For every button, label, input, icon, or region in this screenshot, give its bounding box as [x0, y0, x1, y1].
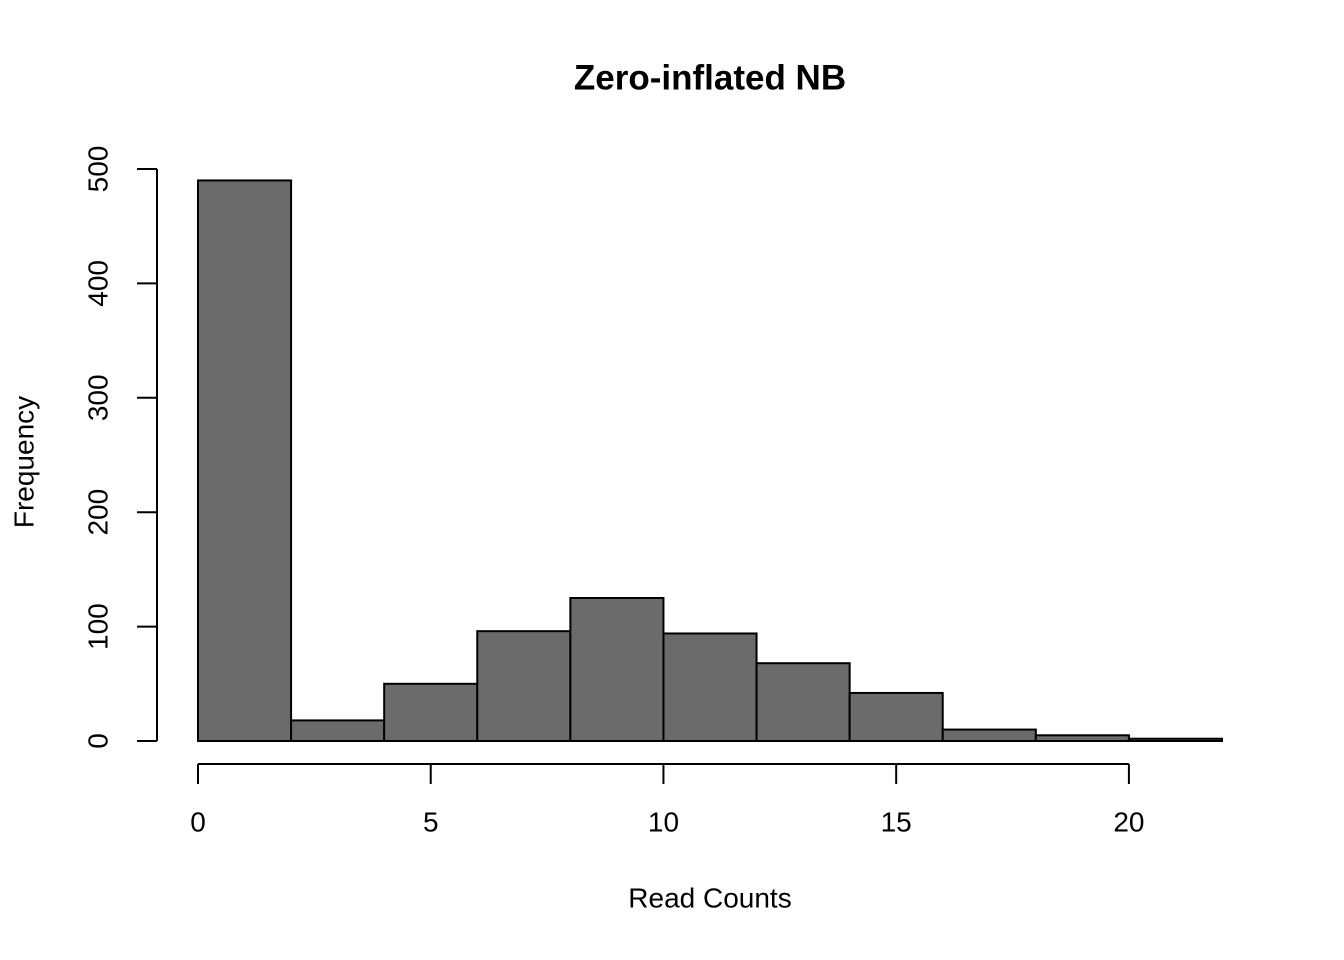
- bar: [1034, 734, 1130, 743]
- y-axis-label: Frequency: [8, 396, 39, 528]
- y-tick-label: 500: [82, 146, 113, 193]
- x-tick-label: 10: [648, 806, 679, 837]
- bar: [662, 632, 758, 742]
- bar: [848, 691, 944, 743]
- x-tick-label: 20: [1113, 806, 1144, 837]
- bar: [755, 662, 851, 743]
- x-tick-label: 0: [190, 806, 206, 837]
- bar: [1127, 737, 1223, 742]
- y-tick-label: 400: [82, 260, 113, 307]
- bar: [569, 597, 665, 742]
- x-tick-label: 15: [881, 806, 912, 837]
- bar: [383, 682, 479, 742]
- bar: [476, 630, 572, 743]
- y-tick-label: 100: [82, 603, 113, 650]
- bar: [290, 719, 386, 743]
- y-tick-label: 200: [82, 489, 113, 536]
- x-tick-label: 5: [423, 806, 439, 837]
- x-axis-label: Read Counts: [628, 882, 791, 913]
- bar: [941, 728, 1037, 742]
- y-tick-label: 0: [82, 733, 113, 749]
- bar: [197, 179, 293, 742]
- y-tick-label: 300: [82, 374, 113, 421]
- chart-title: Zero-inflated NB: [574, 58, 846, 97]
